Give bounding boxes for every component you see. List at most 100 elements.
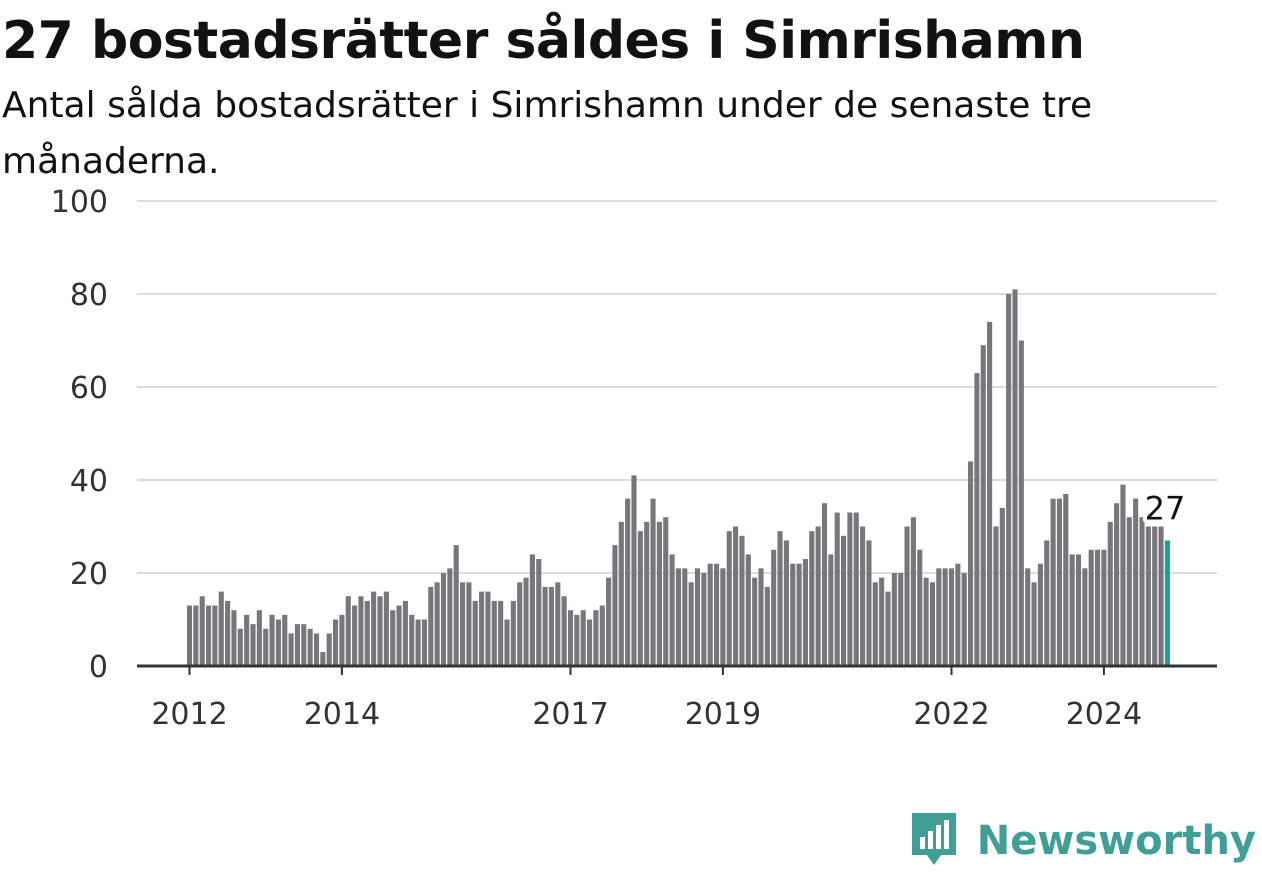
bar <box>542 586 548 666</box>
bar <box>428 586 434 666</box>
bar <box>231 610 237 666</box>
x-tick-label: 2022 <box>913 697 989 732</box>
bar <box>809 531 815 666</box>
bar <box>974 373 980 666</box>
bar <box>625 498 631 666</box>
bar <box>663 517 669 666</box>
bar <box>440 573 447 666</box>
bar <box>688 582 694 666</box>
bar <box>1145 526 1151 666</box>
bar <box>479 591 485 666</box>
bar <box>1114 503 1120 666</box>
bar <box>377 596 383 666</box>
bar <box>720 568 726 666</box>
bar <box>707 563 713 666</box>
bar <box>504 619 510 666</box>
bar-chart: 0 20 40 60 80 100 2012 2014 2017 2019 2022 2024 27 <box>51 185 1217 732</box>
bar <box>402 600 408 666</box>
bar <box>961 573 967 666</box>
bar <box>320 652 326 666</box>
bar <box>193 605 199 666</box>
bar <box>834 512 840 666</box>
bar <box>898 573 904 666</box>
bar <box>561 596 567 666</box>
bar <box>517 582 523 666</box>
bar <box>847 512 853 666</box>
bar <box>872 582 878 666</box>
bar <box>675 568 681 666</box>
bar <box>536 559 542 666</box>
bar <box>656 521 662 666</box>
bar <box>993 526 999 666</box>
bar <box>942 568 948 666</box>
bar <box>466 582 472 666</box>
bar <box>237 628 243 666</box>
bar <box>453 545 459 666</box>
bar <box>936 568 942 666</box>
newsworthy-brand[interactable]: Newsworthy <box>909 809 1256 873</box>
bar <box>790 563 796 666</box>
bar <box>669 554 675 666</box>
bar <box>301 624 307 666</box>
bar <box>650 498 656 666</box>
bar <box>999 507 1005 666</box>
bar <box>548 586 554 666</box>
bar <box>1088 549 1094 666</box>
bar <box>1025 568 1031 666</box>
bar <box>815 526 821 666</box>
bar <box>1050 498 1056 666</box>
bar <box>218 591 224 666</box>
bar <box>891 573 897 666</box>
bar <box>904 526 910 666</box>
bar <box>1006 294 1012 666</box>
bar <box>1012 289 1018 666</box>
bar <box>694 568 701 666</box>
bar <box>885 591 891 666</box>
bar <box>637 531 643 666</box>
bar <box>802 559 808 666</box>
bar <box>396 605 402 666</box>
bar <box>199 596 205 666</box>
bar <box>726 531 732 666</box>
bar <box>599 605 605 666</box>
bar <box>580 610 586 666</box>
bar <box>955 563 961 666</box>
bar <box>828 554 834 666</box>
bar <box>631 475 637 666</box>
bar <box>860 526 866 666</box>
bar <box>307 628 313 666</box>
bar <box>523 577 529 666</box>
bar <box>701 573 707 666</box>
bar <box>371 591 377 666</box>
bar <box>1075 554 1082 666</box>
bar <box>212 605 218 666</box>
bar <box>282 614 288 666</box>
bar <box>186 605 193 666</box>
x-tick-label: 2024 <box>1066 697 1142 732</box>
y-tick-label: 0 <box>89 650 108 685</box>
bar <box>275 619 281 666</box>
chart-subtitle: Antal sålda bostadsrätter i Simrishamn u… <box>2 85 1093 182</box>
bar <box>612 545 618 666</box>
y-tick-label: 80 <box>70 278 108 313</box>
bar <box>1095 549 1101 666</box>
bar <box>555 582 561 666</box>
bar <box>313 633 320 666</box>
bar <box>358 596 364 666</box>
bar <box>980 345 986 666</box>
bar <box>733 526 739 666</box>
bar <box>339 614 345 666</box>
bar <box>1158 526 1164 666</box>
bar <box>593 610 599 666</box>
bar <box>485 591 491 666</box>
bar <box>841 535 847 666</box>
bar <box>364 600 370 666</box>
bar <box>929 582 935 666</box>
bar <box>256 610 262 666</box>
bar <box>644 521 650 666</box>
bar <box>390 610 396 666</box>
bar <box>434 582 440 666</box>
bar <box>606 577 612 666</box>
bar <box>1031 582 1037 666</box>
brand-name: Newsworthy <box>976 818 1256 864</box>
